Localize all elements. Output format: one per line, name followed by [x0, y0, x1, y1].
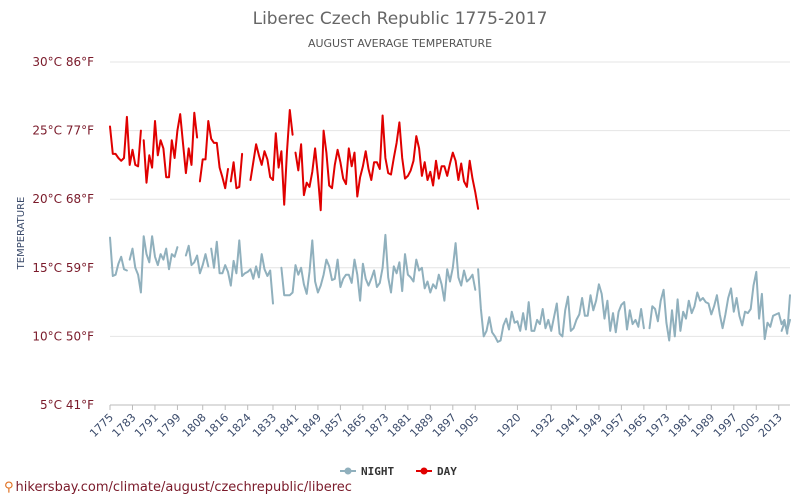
- legend-label: DAY: [437, 465, 457, 478]
- source-footer[interactable]: ⚲ hikersbay.com/climate/august/czechrepub…: [4, 480, 352, 495]
- legend[interactable]: NIGHT DAY: [340, 465, 457, 478]
- x-tick-label: 1881: [385, 411, 414, 440]
- series-day: [109, 109, 480, 212]
- x-tick-label: 2013: [756, 411, 785, 440]
- series-line-segment: [198, 120, 229, 190]
- x-tick-label: 1799: [155, 411, 184, 440]
- x-tick-label: 1783: [110, 411, 139, 440]
- series-lines: [109, 109, 791, 343]
- y-axis-label: TEMPERATURE: [16, 197, 27, 271]
- x-tick-label: 1889: [407, 411, 436, 440]
- y-tick-label: 15°C 59°F: [32, 261, 94, 275]
- x-tick-label: 1981: [666, 411, 695, 440]
- series-line-segment: [280, 233, 477, 302]
- x-tick-label: 1965: [621, 411, 650, 440]
- x-tick-label: 1873: [363, 411, 392, 440]
- legend-item-day[interactable]: DAY: [416, 465, 457, 478]
- y-tick-label: 5°C 41°F: [40, 398, 94, 412]
- x-tick-label: 1949: [576, 411, 605, 440]
- chart-title: Liberec Czech Republic 1775-2017: [253, 9, 548, 29]
- x-tick-label: 1920: [495, 411, 524, 440]
- series-line-segment: [294, 114, 480, 212]
- x-tick-label: 1905: [452, 411, 481, 440]
- x-tick-label: 1973: [643, 411, 672, 440]
- y-tick-label: 25°C 77°F: [32, 124, 94, 138]
- y-tick-label: 30°C 86°F: [32, 55, 94, 69]
- series-line-segment: [210, 239, 274, 305]
- x-tick-label: 1957: [599, 411, 628, 440]
- source-link[interactable]: hikersbay.com/climate/august/czechrepubl…: [15, 480, 352, 495]
- x-axis-ticks: 1775178317911799180818161824183318411849…: [87, 404, 790, 440]
- x-tick-label: 1791: [132, 411, 161, 440]
- grid-lines: [110, 61, 790, 406]
- x-tick-label: 1897: [430, 411, 459, 440]
- x-tick-label: 1841: [273, 411, 302, 440]
- x-tick-label: 1857: [318, 411, 347, 440]
- y-tick-label: 10°C 50°F: [32, 329, 94, 343]
- x-tick-label: 1941: [554, 411, 583, 440]
- location-pin-icon: ⚲: [4, 480, 14, 495]
- series-line-segment: [128, 235, 179, 294]
- series-line-segment: [229, 152, 244, 190]
- x-tick-label: 1865: [340, 411, 369, 440]
- x-tick-label: 1997: [711, 411, 740, 440]
- series-night: [109, 233, 791, 343]
- x-tick-label: 1989: [688, 411, 717, 440]
- x-tick-label: 1808: [180, 411, 209, 440]
- series-line-segment: [648, 270, 791, 342]
- series-line-segment: [780, 318, 791, 332]
- legend-label: NIGHT: [361, 465, 394, 478]
- x-tick-label: 1833: [250, 411, 279, 440]
- series-line-segment: [184, 244, 210, 275]
- series-line-segment: [142, 111, 199, 184]
- y-axis-ticks: 5°C 41°F 10°C 50°F 15°C 59°F 20°C 68°F 25°C …: [32, 55, 94, 412]
- x-tick-label: 1849: [295, 411, 324, 440]
- legend-swatch-marker: [420, 467, 428, 475]
- legend-swatch-marker: [344, 467, 352, 475]
- series-line-segment: [477, 268, 645, 343]
- x-tick-label: 2005: [733, 411, 762, 440]
- x-tick-label: 1932: [528, 411, 557, 440]
- x-tick-label: 1775: [87, 411, 116, 440]
- chart-subtitle: AUGUST AVERAGE TEMPERATURE: [308, 37, 492, 50]
- series-line-segment: [109, 236, 128, 277]
- legend-item-night[interactable]: NIGHT: [340, 465, 394, 478]
- series-line-segment: [249, 109, 294, 206]
- y-tick-label: 20°C 68°F: [32, 192, 94, 206]
- x-tick-label: 1824: [225, 411, 254, 440]
- x-tick-label: 1816: [202, 411, 231, 440]
- series-line-segment: [109, 115, 142, 168]
